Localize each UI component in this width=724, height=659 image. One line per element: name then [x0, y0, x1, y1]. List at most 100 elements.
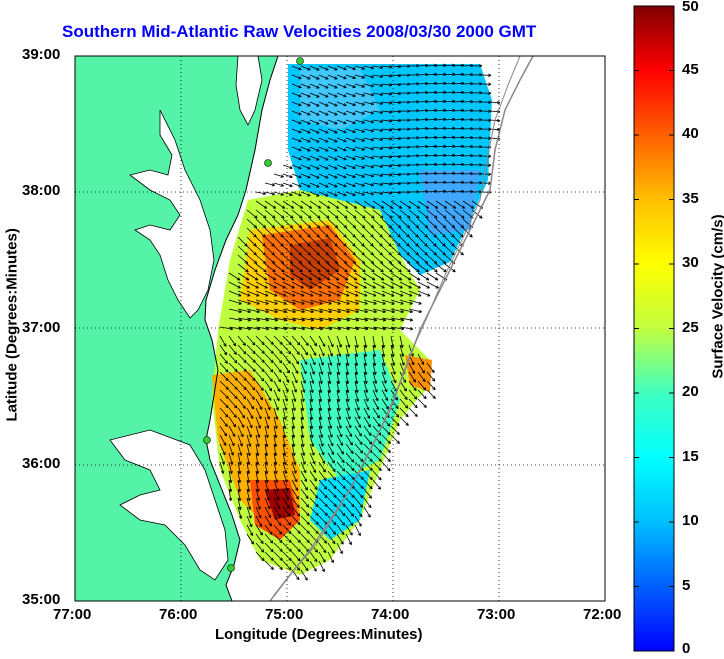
velocity-arrow — [228, 362, 238, 372]
velocity-arrow-head — [404, 406, 408, 409]
velocity-arrow-head — [340, 425, 342, 429]
velocity-arrow — [417, 74, 429, 76]
velocity-arrow-head — [345, 260, 348, 264]
velocity-arrow-head — [399, 215, 402, 219]
velocity-arrow-head — [352, 513, 354, 517]
velocity-arrow — [291, 542, 301, 552]
velocity-arrow — [381, 146, 392, 149]
velocity-arrow — [426, 263, 438, 273]
velocity-arrow-head — [443, 127, 447, 131]
velocity-arrow-head — [272, 548, 274, 552]
velocity-arrow — [354, 191, 365, 196]
velocity-arrow — [453, 200, 465, 209]
velocity-arrow-head — [379, 476, 382, 481]
velocity-arrow — [363, 398, 370, 411]
velocity-arrow-head — [321, 380, 323, 384]
velocity-arrow-head — [301, 285, 304, 289]
velocity-arrow — [219, 452, 225, 465]
velocity-arrow — [255, 425, 260, 438]
velocity-arrow — [354, 299, 368, 305]
velocity-arrow-head — [434, 108, 438, 111]
velocity-arrow-head — [311, 381, 314, 384]
velocity-arrow-head — [470, 126, 474, 129]
velocity-arrow-head — [313, 380, 315, 384]
velocity-arrow-head — [299, 76, 302, 79]
velocity-arrow-head — [393, 380, 397, 384]
velocity-arrow — [471, 209, 483, 219]
velocity-arrow-head — [308, 521, 310, 525]
velocity-arrow-head — [244, 253, 248, 256]
velocity-arrow-head — [426, 215, 429, 219]
velocity-arrow-head — [319, 303, 323, 305]
velocity-arrow-head — [252, 370, 256, 372]
velocity-arrow-head — [461, 162, 465, 165]
velocity-arrow — [246, 515, 253, 528]
velocity-arrow-head — [470, 189, 474, 192]
velocity-arrow-head — [291, 252, 293, 256]
velocity-arrow-head — [348, 434, 352, 437]
velocity-arrow-head — [419, 309, 422, 313]
velocity-arrow-head — [443, 91, 447, 95]
station-marker[interactable] — [227, 564, 235, 572]
velocity-arrow — [228, 389, 238, 399]
velocity-arrow-head — [407, 182, 411, 185]
velocity-arrow-head — [407, 65, 411, 68]
velocity-arrow-head — [372, 269, 375, 273]
velocity-arrow-head — [296, 514, 300, 517]
velocity-arrow-head — [382, 311, 386, 314]
velocity-arrow — [246, 416, 253, 429]
velocity-arrow-head — [289, 351, 292, 355]
velocity-arrow-head — [371, 102, 374, 105]
velocity-arrow — [300, 110, 311, 116]
velocity-arrow — [309, 398, 313, 411]
velocity-arrow-head — [272, 234, 275, 238]
velocity-arrow-head — [334, 468, 336, 472]
velocity-arrow — [363, 92, 374, 96]
velocity-arrow — [399, 236, 410, 247]
velocity-arrow-head — [407, 110, 411, 113]
velocity-arrow-head — [365, 353, 368, 357]
station-marker[interactable] — [296, 57, 304, 65]
velocity-arrow-head — [247, 498, 250, 501]
velocity-arrow — [309, 254, 321, 264]
velocity-arrow-head — [424, 253, 428, 256]
velocity-arrow — [264, 317, 278, 321]
velocity-arrow-head — [400, 303, 404, 305]
velocity-arrow — [399, 200, 411, 209]
velocity-arrow-head — [311, 425, 314, 429]
velocity-arrow — [336, 137, 347, 142]
velocity-arrow-head — [461, 100, 465, 104]
velocity-arrow-head — [308, 234, 311, 238]
velocity-arrow-head — [263, 243, 266, 247]
station-marker[interactable] — [264, 159, 272, 167]
velocity-arrow — [309, 461, 317, 473]
velocity-arrow — [255, 308, 269, 313]
velocity-arrow-head — [302, 390, 305, 393]
velocity-arrow-head — [314, 550, 318, 553]
velocity-arrow-head — [331, 461, 335, 464]
velocity-arrow-head — [452, 145, 456, 149]
velocity-arrow-head — [389, 431, 391, 435]
station-marker[interactable] — [203, 436, 211, 444]
velocity-arrow-head — [305, 505, 309, 508]
velocity-arrow-head — [275, 309, 278, 313]
velocity-arrow-head — [307, 94, 311, 98]
velocity-arrow-head — [397, 226, 401, 229]
velocity-arrow-head — [299, 130, 302, 133]
velocity-arrow-head — [344, 175, 347, 178]
velocity-arrow-head — [388, 84, 393, 87]
velocity-arrow-head — [275, 452, 278, 456]
velocity-arrow-head — [265, 311, 269, 314]
velocity-arrow — [381, 200, 393, 209]
velocity-arrow-head — [380, 234, 383, 238]
velocity-arrow-head — [354, 260, 357, 264]
velocity-arrow-head — [263, 234, 266, 238]
velocity-arrow-head — [314, 496, 318, 499]
velocity-arrow — [435, 181, 447, 184]
velocity-arrow-head — [352, 459, 355, 463]
velocity-arrow-head — [390, 345, 394, 349]
velocity-arrow-head — [338, 309, 341, 313]
velocity-arrow-head — [435, 205, 439, 209]
velocity-arrow — [453, 181, 465, 184]
velocity-arrow-head — [452, 118, 456, 122]
